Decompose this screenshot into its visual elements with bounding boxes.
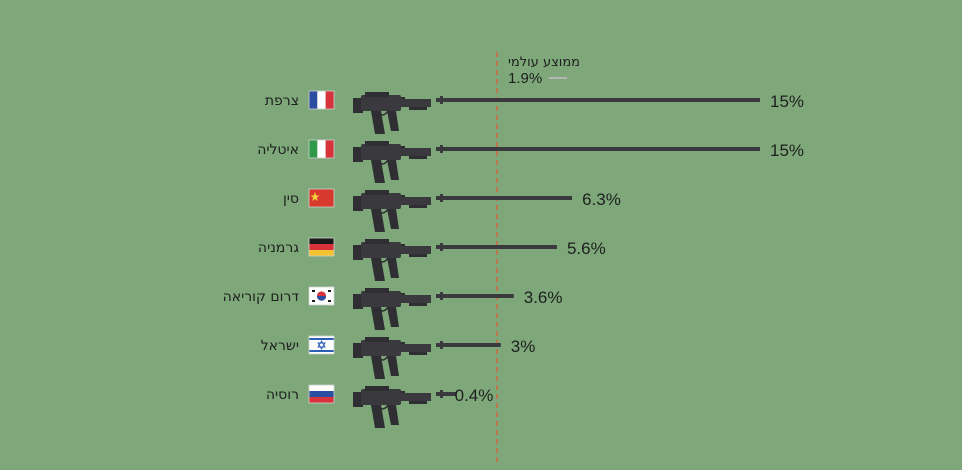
south-korea-flag xyxy=(308,286,335,306)
bar xyxy=(436,147,760,151)
bar xyxy=(436,196,573,200)
bar-row: צרפת 15% xyxy=(265,90,804,134)
country-label: צרפת xyxy=(265,93,299,109)
bar-sight xyxy=(440,341,443,349)
gun-icon xyxy=(352,239,432,281)
bar-sight xyxy=(440,194,443,202)
country-label: איטליה xyxy=(257,142,299,158)
bar-sight xyxy=(440,390,443,398)
bar-row: איטליה 15% xyxy=(257,139,804,183)
bar-sight xyxy=(440,145,443,153)
gun-icon xyxy=(352,288,432,330)
bar-row: גרמניה 5.6% xyxy=(258,237,606,281)
bar xyxy=(436,98,760,102)
country-label: גרמניה xyxy=(258,240,299,256)
bar-row: סין 6.3% xyxy=(283,188,621,232)
bar xyxy=(436,392,456,396)
gun-icon xyxy=(352,337,432,379)
country-label: ישראל xyxy=(261,338,299,354)
country-label: דרום קוריאה xyxy=(223,289,300,305)
reference-value-label: 1.9% xyxy=(508,70,542,87)
bar-sight xyxy=(440,96,443,104)
russia-flag xyxy=(308,384,335,404)
reference-label: ממוצע עולמי xyxy=(508,55,580,70)
bar-sight xyxy=(440,292,443,300)
value-label: 3.6% xyxy=(524,288,563,307)
value-label: 0.4% xyxy=(455,386,494,405)
value-label: 5.6% xyxy=(567,239,606,258)
gun-icon xyxy=(352,92,432,134)
italy-flag xyxy=(308,139,335,159)
bar xyxy=(436,343,501,347)
country-label: רוסיה xyxy=(266,387,299,403)
value-label: 3% xyxy=(511,337,536,356)
value-label: 15% xyxy=(770,92,804,111)
bar-row: דרום קוריאה 3.6% xyxy=(223,286,563,330)
bar-sight xyxy=(440,243,443,251)
bar xyxy=(436,245,557,249)
china-flag xyxy=(308,188,335,208)
bar-row: ישראל 3% xyxy=(261,335,536,379)
value-label: 6.3% xyxy=(582,190,621,209)
germany-flag xyxy=(308,237,335,257)
bar xyxy=(436,294,514,298)
country-label: סין xyxy=(283,191,299,207)
gun-icon xyxy=(352,386,432,428)
israel-flag xyxy=(308,335,335,355)
gun-icon xyxy=(352,141,432,183)
france-flag xyxy=(308,90,335,110)
gun-icon xyxy=(352,190,432,232)
value-label: 15% xyxy=(770,141,804,160)
bar-row: רוסיה 0.4% xyxy=(266,384,494,428)
